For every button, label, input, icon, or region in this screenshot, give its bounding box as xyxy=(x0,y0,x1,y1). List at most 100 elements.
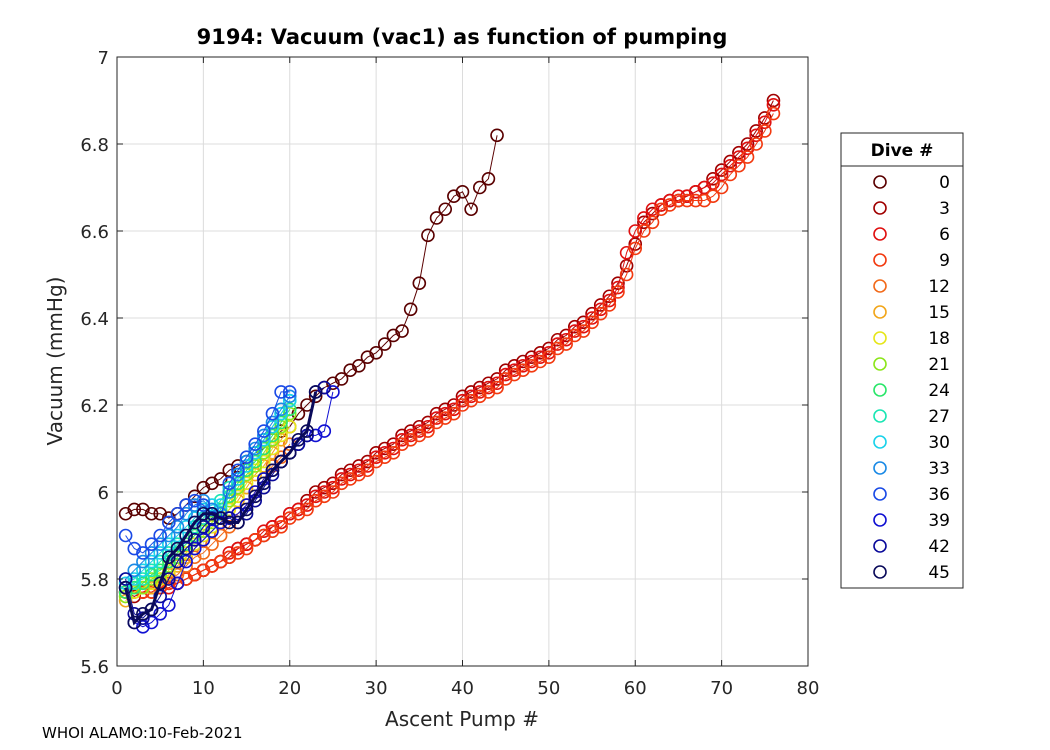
data-point-dive-6 xyxy=(239,537,254,552)
data-point-dive-18 xyxy=(282,419,297,434)
data-point-dive-6 xyxy=(732,150,746,164)
data-point-dive-36 xyxy=(144,537,159,552)
data-point-dive-15 xyxy=(265,446,280,460)
data-point-dive-9 xyxy=(360,463,375,478)
data-point-dive-9 xyxy=(248,533,262,547)
data-point-dive-9 xyxy=(300,502,314,517)
data-point-dive-15 xyxy=(257,459,271,473)
data-point-dive-45 xyxy=(282,446,297,460)
legend-marker-dive-0 xyxy=(873,175,887,189)
data-point-dive-36 xyxy=(257,424,271,438)
data-point-dive-36 xyxy=(136,546,150,560)
data-point-dive-3 xyxy=(706,172,720,186)
data-point-dive-45 xyxy=(239,502,254,517)
data-point-dive-33 xyxy=(282,389,297,404)
data-point-dive-6 xyxy=(645,202,660,217)
data-point-dive-6 xyxy=(688,185,703,199)
data-point-dive-42 xyxy=(196,519,211,534)
data-point-dive-9 xyxy=(352,467,366,482)
data-point-dive-36 xyxy=(265,406,280,421)
data-point-dive-0 xyxy=(403,302,418,317)
data-point-dive-33 xyxy=(231,467,245,482)
legend-box xyxy=(840,132,964,589)
data-point-dive-39 xyxy=(326,385,340,399)
data-point-dive-6 xyxy=(567,324,582,338)
y-tick-label: 6.6 xyxy=(80,222,109,243)
legend-label-dive-39: 39 xyxy=(928,511,950,531)
data-point-dive-3 xyxy=(498,363,513,378)
data-point-dive-24 xyxy=(187,528,202,543)
series-line-dive-6 xyxy=(125,104,774,593)
x-tick-label: 0 xyxy=(111,678,122,699)
x-tick-label: 80 xyxy=(797,678,820,699)
axis-ticks: 0 10 20 30 40 50 60 70 80 5.6 5.8 6 6.2 6.4 6.6 6.8 7 xyxy=(80,48,819,699)
legend-label-dive-33: 33 xyxy=(928,459,950,479)
data-point-dive-3 xyxy=(447,398,461,412)
legend-marker-dive-24 xyxy=(873,383,887,397)
data-point-dive-18 xyxy=(187,537,202,552)
data-point-dive-3 xyxy=(334,467,349,482)
data-point-dive-3 xyxy=(593,298,608,312)
x-tick-label: 60 xyxy=(624,678,647,699)
data-point-dive-6 xyxy=(282,506,297,521)
data-point-dive-39 xyxy=(179,554,193,569)
data-point-dive-39 xyxy=(196,533,211,547)
data-point-dive-33 xyxy=(239,454,254,469)
x-axis-label: Ascent Pump # xyxy=(385,707,539,731)
data-point-dive-9 xyxy=(593,306,608,321)
data-point-dive-0 xyxy=(369,345,383,360)
data-point-dive-9 xyxy=(231,546,245,560)
data-point-dive-3 xyxy=(516,354,530,369)
data-point-dive-9 xyxy=(421,424,435,438)
data-point-dive-9 xyxy=(472,389,487,404)
y-tick-label: 6.2 xyxy=(80,396,109,417)
data-point-dive-6 xyxy=(377,446,392,460)
data-point-dive-45 xyxy=(118,580,133,595)
data-point-dive-6 xyxy=(533,350,548,364)
data-point-dive-21 xyxy=(282,406,297,421)
data-point-dive-39 xyxy=(162,598,176,612)
data-point-dive-9 xyxy=(403,432,418,447)
data-point-dive-42 xyxy=(317,380,332,395)
data-point-dive-6 xyxy=(671,189,686,203)
data-point-dive-0 xyxy=(127,502,142,517)
data-point-dive-6 xyxy=(326,480,340,495)
legend-marker-dive-30 xyxy=(873,435,887,449)
data-point-dive-42 xyxy=(179,541,193,556)
data-point-dive-0 xyxy=(377,337,392,351)
legend-marker-dive-15 xyxy=(873,305,887,319)
data-point-dive-45 xyxy=(300,424,314,438)
data-point-dive-24 xyxy=(136,576,150,591)
x-tick-label: 10 xyxy=(192,678,215,699)
data-point-dive-9 xyxy=(213,554,228,569)
data-point-dive-9 xyxy=(377,450,392,465)
data-point-dive-36 xyxy=(187,493,202,508)
data-point-dive-3 xyxy=(429,406,444,421)
data-point-dive-36 xyxy=(118,528,133,543)
data-point-dive-3 xyxy=(438,402,453,417)
data-point-dive-6 xyxy=(481,380,496,395)
data-point-dive-9 xyxy=(438,411,453,425)
data-point-dive-27 xyxy=(222,480,237,495)
data-point-dive-33 xyxy=(170,519,185,534)
data-point-dive-0 xyxy=(438,202,453,217)
data-point-dive-9 xyxy=(291,506,306,521)
data-point-dive-0 xyxy=(395,324,409,338)
data-point-dive-6 xyxy=(412,424,427,438)
legend-label-dive-42: 42 xyxy=(928,537,950,557)
data-point-dive-30 xyxy=(205,498,219,512)
data-point-dive-9 xyxy=(196,563,211,578)
data-point-dive-6 xyxy=(654,198,668,212)
data-point-dive-0 xyxy=(490,128,504,143)
legend-label-dive-45: 45 xyxy=(928,563,950,583)
data-point-dive-9 xyxy=(602,298,617,312)
data-point-dive-0 xyxy=(447,189,461,203)
data-point-dive-33 xyxy=(196,493,211,508)
y-tick-label: 6.8 xyxy=(80,135,109,156)
data-point-dive-33 xyxy=(144,546,159,560)
data-point-dive-45 xyxy=(196,506,211,521)
data-point-dive-9 xyxy=(628,241,643,256)
legend-marker-dive-33 xyxy=(873,461,887,475)
data-point-dive-21 xyxy=(248,459,262,473)
